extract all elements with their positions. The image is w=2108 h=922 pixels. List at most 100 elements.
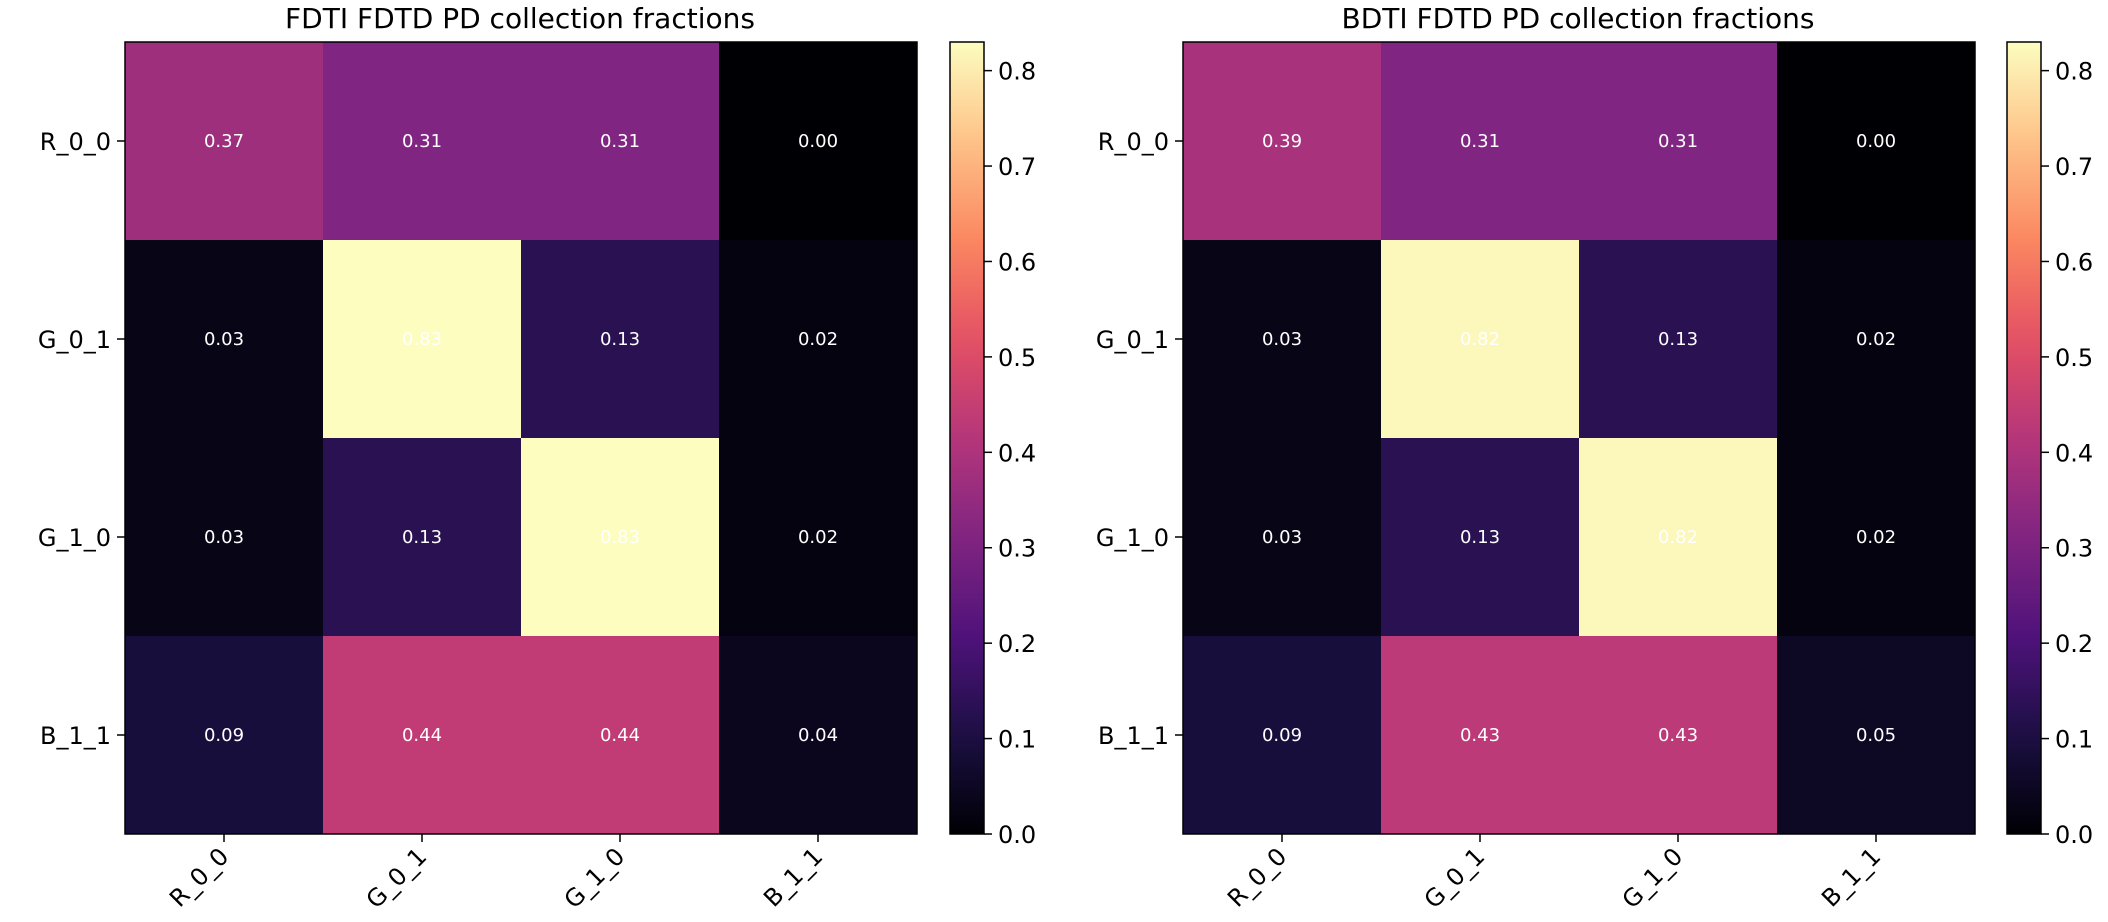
colorbar-tick-label: 0.3 xyxy=(998,535,1036,563)
cell-value-label: 0.09 xyxy=(204,725,244,746)
heatmap-cell xyxy=(719,240,917,438)
heatmap-cell xyxy=(521,636,719,834)
x-tick-label: G_0_1 xyxy=(1419,842,1491,914)
colorbar-tick-label: 0.3 xyxy=(2055,535,2093,563)
colorbar-tick-label: 0.8 xyxy=(998,58,1036,86)
colorbar xyxy=(949,41,985,835)
colorbar-tick-label: 0.5 xyxy=(2055,344,2093,372)
y-tick-label: G_1_0 xyxy=(38,524,111,552)
heatmap-cell xyxy=(1579,438,1777,636)
colorbar-tick-label: 0.2 xyxy=(2055,630,2093,658)
cell-value-label: 0.13 xyxy=(1460,527,1500,548)
heatmap-cell xyxy=(1777,636,1975,834)
cell-value-label: 0.31 xyxy=(402,131,442,152)
heatmap-cell xyxy=(1381,42,1579,240)
y-tick-label: G_1_0 xyxy=(1096,524,1169,552)
heatmap-cell xyxy=(1777,438,1975,636)
x-tick-label: B_1_1 xyxy=(758,842,828,912)
x-tick-label: G_0_1 xyxy=(361,842,433,914)
cell-value-label: 0.44 xyxy=(402,725,442,746)
cell-value-label: 0.02 xyxy=(798,527,838,548)
y-tick-label: G_0_1 xyxy=(1096,326,1169,354)
y-tick-label: R_0_0 xyxy=(40,128,111,156)
colorbar-tick-label: 0.6 xyxy=(2055,248,2093,276)
cell-value-label: 0.31 xyxy=(1658,131,1698,152)
heatmap-cell xyxy=(323,438,521,636)
heatmap-cell xyxy=(1381,438,1579,636)
cell-value-label: 0.83 xyxy=(600,527,640,548)
heatmap-cell xyxy=(1381,240,1579,438)
cell-value-label: 0.13 xyxy=(600,329,640,350)
heatmap-cell xyxy=(1777,42,1975,240)
cell-value-label: 0.02 xyxy=(1856,527,1896,548)
x-tick-label: G_1_0 xyxy=(1617,842,1689,914)
cell-value-label: 0.05 xyxy=(1856,725,1896,746)
cell-value-label: 0.09 xyxy=(1262,725,1302,746)
heatmap-cell xyxy=(323,42,521,240)
cell-value-label: 0.03 xyxy=(1262,329,1302,350)
colorbar-tick-label: 0.7 xyxy=(2055,153,2093,181)
cell-value-label: 0.43 xyxy=(1658,725,1698,746)
heatmap-cell xyxy=(1579,240,1777,438)
cell-value-label: 0.00 xyxy=(1856,131,1896,152)
plot-frame xyxy=(1182,41,1976,835)
colorbar-tick-label: 0.1 xyxy=(2055,726,2093,754)
y-tick-label: B_1_1 xyxy=(1098,722,1169,750)
colorbar-tick-label: 0.4 xyxy=(2055,439,2093,467)
heatmap-cell xyxy=(125,240,323,438)
cell-value-label: 0.82 xyxy=(1658,527,1698,548)
heatmap-cell xyxy=(125,636,323,834)
chart-title: BDTI FDTD PD collection fractions xyxy=(1342,2,1815,35)
cell-value-label: 0.04 xyxy=(798,725,838,746)
cell-value-label: 0.43 xyxy=(1460,725,1500,746)
heatmap-cell xyxy=(323,240,521,438)
colorbar-tick-label: 0.0 xyxy=(2055,821,2093,849)
colorbar-tick-label: 0.1 xyxy=(998,726,1036,754)
cell-value-label: 0.31 xyxy=(1460,131,1500,152)
heatmap-cell xyxy=(1579,636,1777,834)
chart-title: FDTI FDTD PD collection fractions xyxy=(285,2,755,35)
colorbar xyxy=(2006,41,2042,835)
colorbar-tick-label: 0.0 xyxy=(998,821,1036,849)
colorbar-tick-label: 0.4 xyxy=(998,439,1036,467)
heatmap-cell xyxy=(1183,636,1381,834)
y-tick-label: B_1_1 xyxy=(40,722,111,750)
cell-value-label: 0.83 xyxy=(402,329,442,350)
heatmap-cell xyxy=(125,42,323,240)
cell-value-label: 0.02 xyxy=(798,329,838,350)
cell-value-label: 0.02 xyxy=(1856,329,1896,350)
heatmap-cell xyxy=(1381,636,1579,834)
cell-value-label: 0.13 xyxy=(1658,329,1698,350)
heatmap-cell xyxy=(323,636,521,834)
heatmap-cell xyxy=(1183,42,1381,240)
heatmap-cell xyxy=(1777,240,1975,438)
heatmap-cell xyxy=(125,438,323,636)
cell-value-label: 0.44 xyxy=(600,725,640,746)
cell-value-label: 0.39 xyxy=(1262,131,1302,152)
heatmap-panel-1: FDTI FDTD PD collection fractions 0.37 0.3… xyxy=(38,2,1036,914)
x-tick-label: R_0_0 xyxy=(164,842,234,912)
heatmap-cell xyxy=(719,636,917,834)
heatmap-cell xyxy=(521,240,719,438)
x-tick-label: G_1_0 xyxy=(559,842,631,914)
cell-value-label: 0.00 xyxy=(798,131,838,152)
y-tick-label: G_0_1 xyxy=(38,326,111,354)
x-tick-label: R_0_0 xyxy=(1222,842,1292,912)
heatmap-cell xyxy=(719,42,917,240)
heatmap-cell xyxy=(521,42,719,240)
cell-value-label: 0.37 xyxy=(204,131,244,152)
plot-frame xyxy=(124,41,918,835)
x-tick-label: B_1_1 xyxy=(1816,842,1886,912)
colorbar-tick-label: 0.5 xyxy=(998,344,1036,372)
cell-value-label: 0.82 xyxy=(1460,329,1500,350)
cell-value-label: 0.31 xyxy=(600,131,640,152)
heatmap-panel-2: BDTI FDTD PD collection fractions 0.39 0.3… xyxy=(1096,2,2093,914)
colorbar-tick-label: 0.2 xyxy=(998,630,1036,658)
cell-value-label: 0.03 xyxy=(204,329,244,350)
colorbar-tick-label: 0.6 xyxy=(998,248,1036,276)
heatmap-cell xyxy=(719,438,917,636)
y-tick-label: R_0_0 xyxy=(1098,128,1169,156)
heatmap-cell xyxy=(1183,438,1381,636)
